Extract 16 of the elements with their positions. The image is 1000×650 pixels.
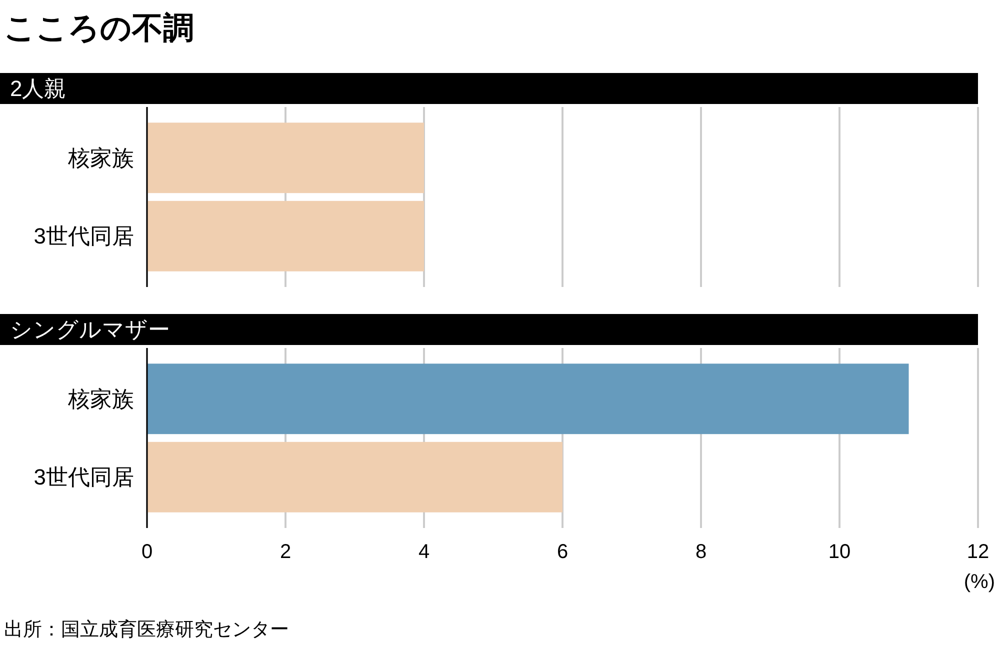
x-tick-label: 12 xyxy=(966,541,990,563)
chart-title: こころの不調 xyxy=(4,10,194,46)
y-tick-label: 核家族 xyxy=(67,145,134,170)
y-tick-label: 核家族 xyxy=(67,386,134,412)
chart-subtitle: シングルマザー xyxy=(10,317,170,342)
y-tick-label: 3世代同居 xyxy=(34,224,134,249)
x-tick-label: 2 xyxy=(280,541,292,563)
x-tick-label: 10 xyxy=(828,541,851,563)
chart-subtitle: 2人親 xyxy=(10,76,66,101)
y-tick-label: 3世代同居 xyxy=(34,464,134,490)
x-axis-title: (%) xyxy=(964,571,995,593)
text: 出所：国立成育医療研究センター xyxy=(4,618,289,640)
x-tick-label: 6 xyxy=(556,541,568,563)
x-tick-label: 4 xyxy=(418,541,430,563)
x-tick-label: 8 xyxy=(695,541,707,563)
x-tick-label: 0 xyxy=(141,541,153,563)
